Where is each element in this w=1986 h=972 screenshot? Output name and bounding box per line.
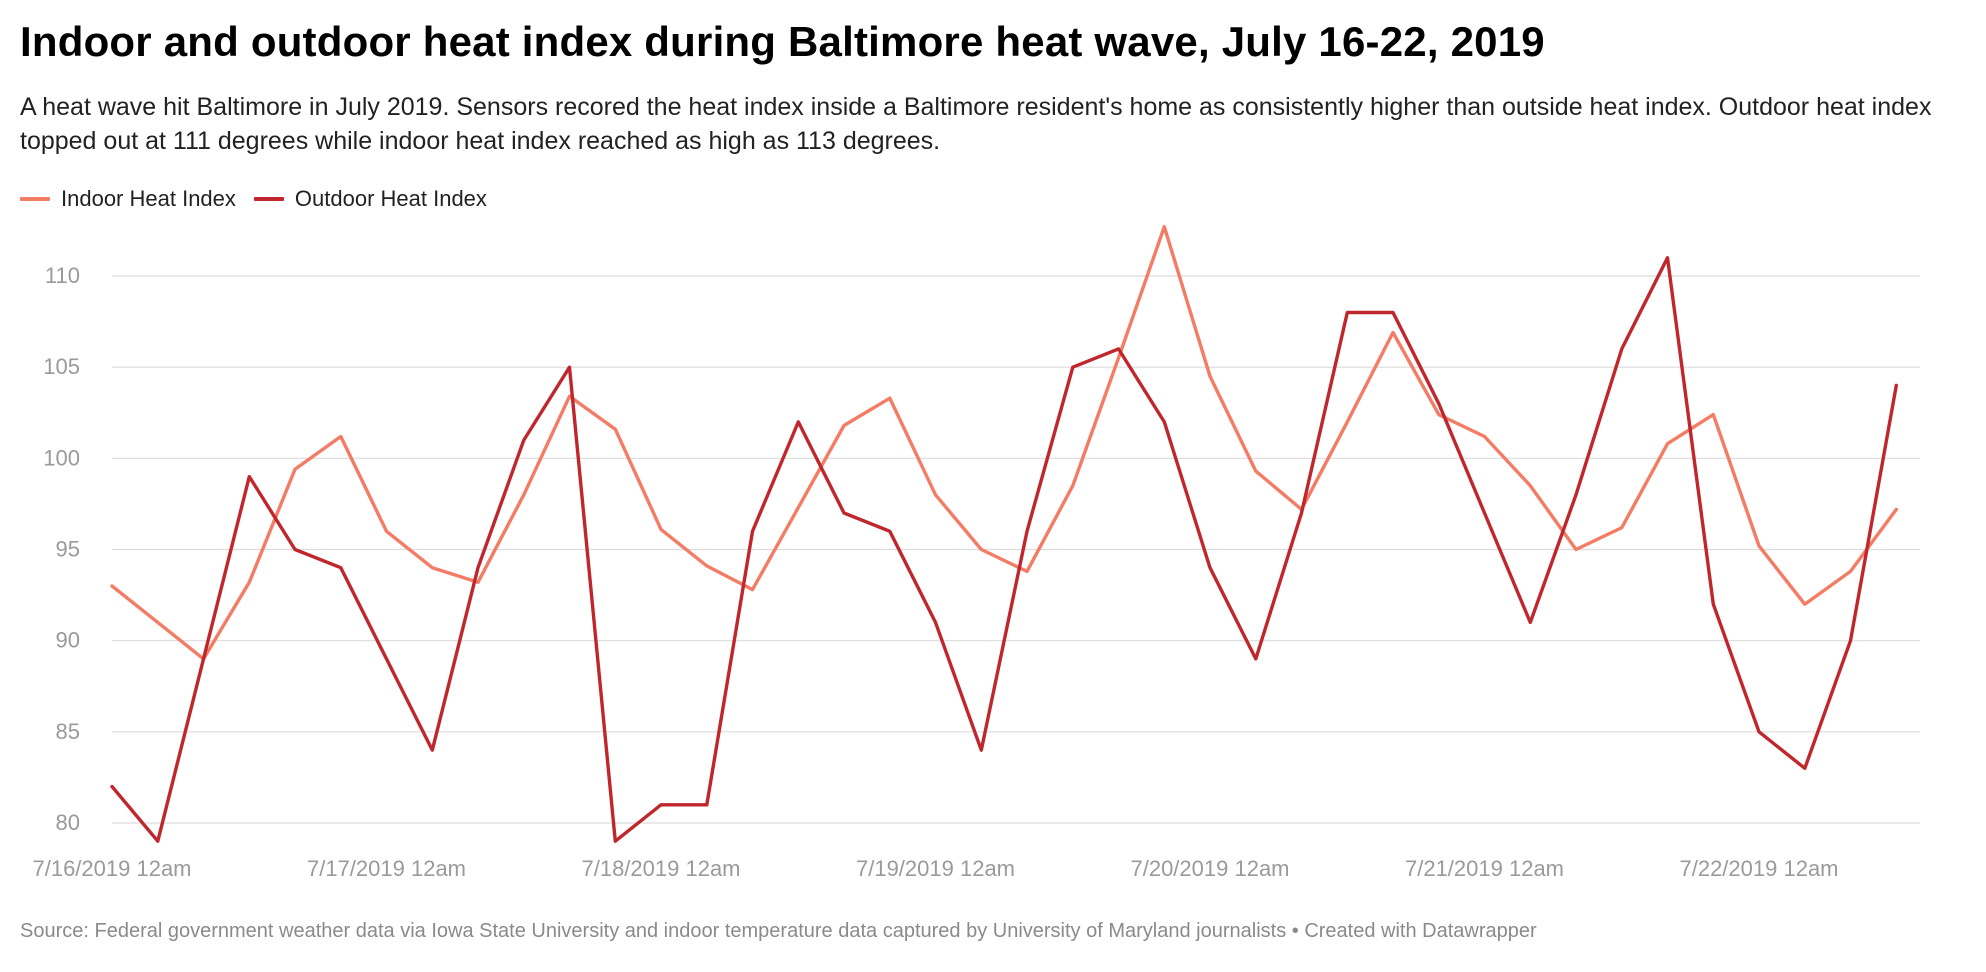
x-tick-label: 7/22/2019 12am bbox=[1679, 856, 1838, 881]
series-lines bbox=[110, 225, 1899, 843]
source-footer: Source: Federal government weather data … bbox=[20, 920, 1537, 942]
x-axis: 7/16/2019 12am 7/17/2019 12am 7/18/2019 12… bbox=[32, 856, 1838, 881]
legend-swatch-indoor bbox=[20, 197, 50, 201]
line-chart: 80 85 90 95 100 105 110 7/16/2019 12am 7/17/201… bbox=[32, 225, 1920, 881]
y-tick-label: 95 bbox=[56, 537, 80, 562]
legend-item-indoor: Indoor Heat Index bbox=[20, 186, 236, 212]
y-axis: 80 85 90 95 100 105 110 bbox=[43, 263, 80, 835]
x-tick-label: 7/20/2019 12am bbox=[1130, 856, 1289, 881]
gridlines bbox=[112, 275, 1920, 824]
y-tick-label: 80 bbox=[56, 810, 80, 835]
y-tick-label: 110 bbox=[45, 263, 80, 288]
y-tick-label: 100 bbox=[43, 445, 80, 470]
x-tick-label: 7/19/2019 12am bbox=[856, 856, 1015, 881]
series-line-outdoor bbox=[110, 256, 1899, 843]
x-tick-label: 7/21/2019 12am bbox=[1405, 856, 1564, 881]
chart-subtitle: A heat wave hit Baltimore in July 2019. … bbox=[20, 93, 1932, 155]
series-line-indoor bbox=[110, 225, 1899, 661]
x-tick-label: 7/18/2019 12am bbox=[581, 856, 740, 881]
y-tick-label: 85 bbox=[56, 719, 80, 744]
x-tick-label: 7/17/2019 12am bbox=[307, 856, 466, 881]
y-tick-label: 90 bbox=[56, 628, 80, 653]
legend-label-indoor: Indoor Heat Index bbox=[61, 186, 236, 211]
legend-swatch-outdoor bbox=[253, 197, 284, 201]
legend-item-outdoor: Outdoor Heat Index bbox=[253, 186, 487, 212]
chart-title: Indoor and outdoor heat index during Bal… bbox=[20, 18, 1545, 65]
legend: Indoor Heat Index Outdoor Heat Index bbox=[20, 186, 505, 212]
legend-label-outdoor: Outdoor Heat Index bbox=[294, 186, 487, 211]
y-tick-label: 105 bbox=[43, 354, 80, 379]
x-tick-label: 7/16/2019 12am bbox=[32, 856, 191, 881]
